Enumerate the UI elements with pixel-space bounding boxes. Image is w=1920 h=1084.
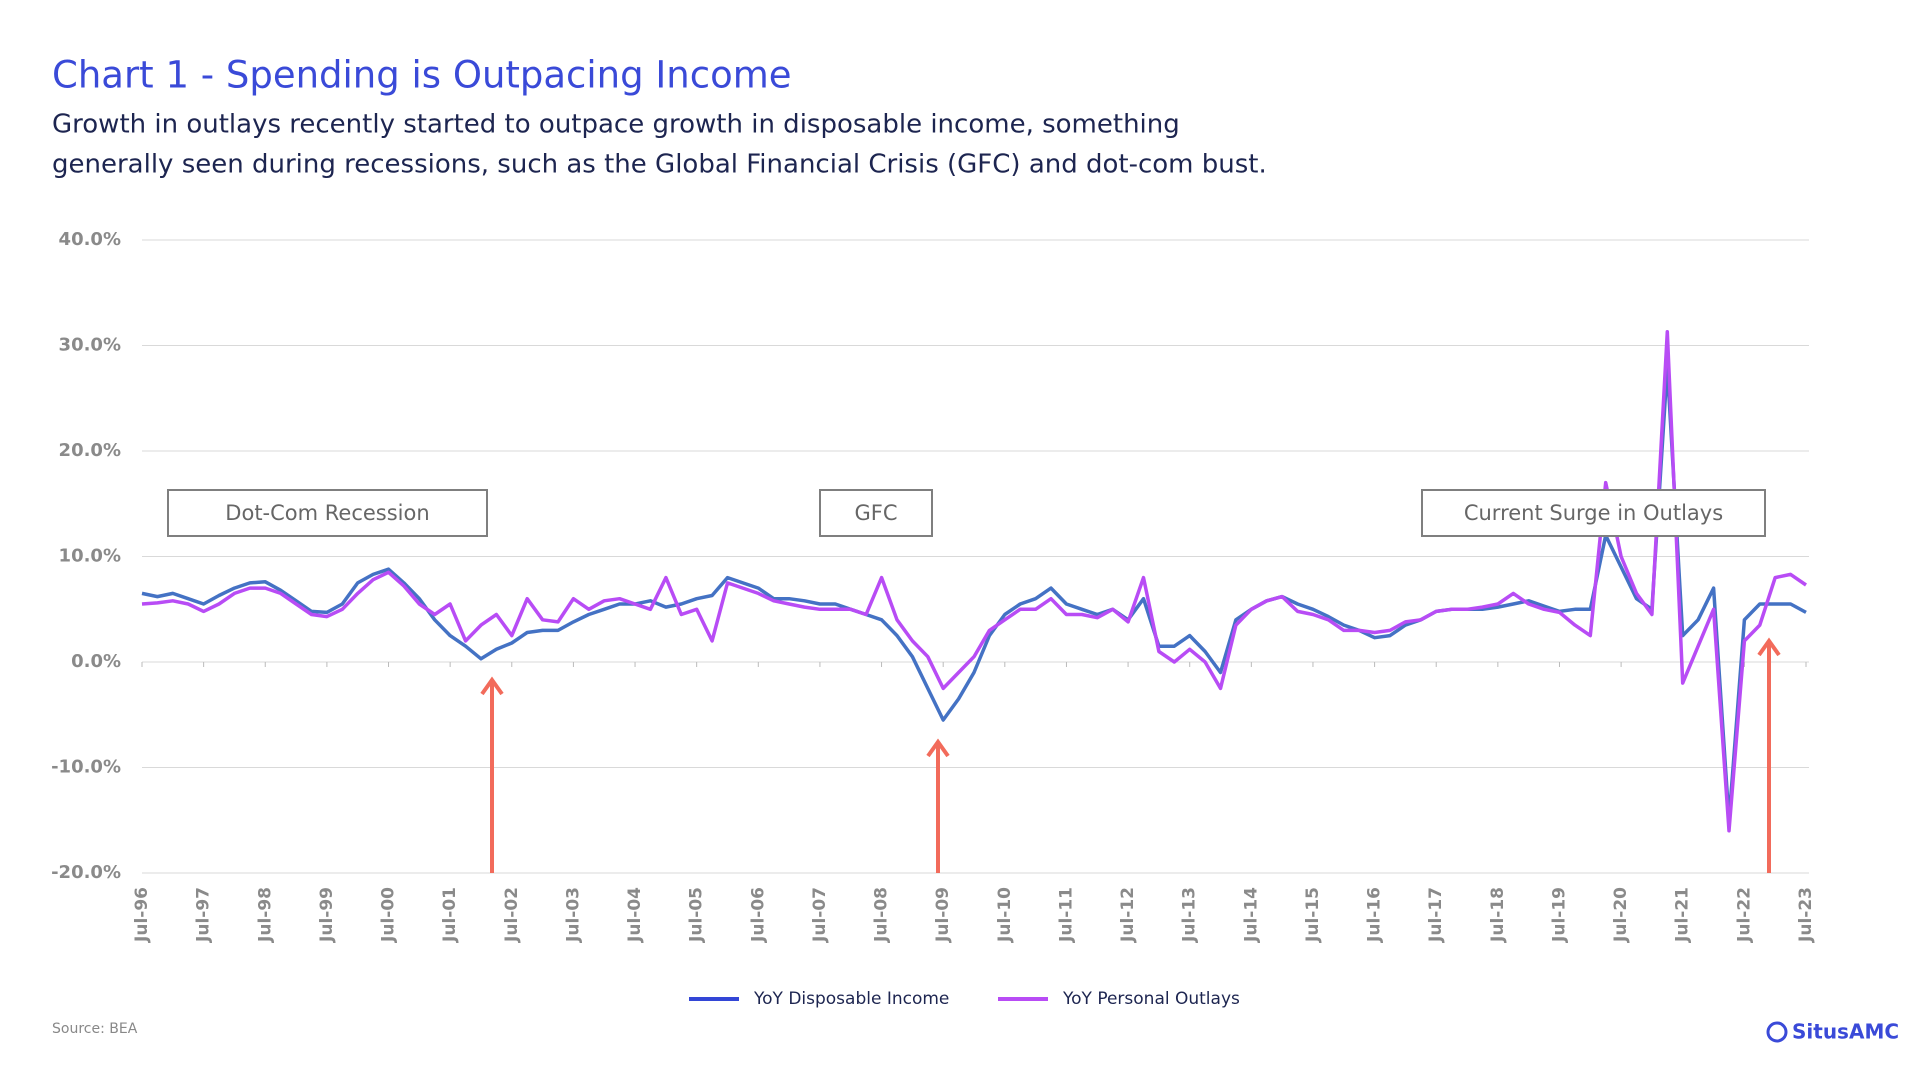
x-tick-label: Jul-96 — [132, 887, 152, 943]
x-tick-label: Jul-01 — [440, 887, 460, 943]
y-tick-label: 10.0% — [59, 546, 121, 567]
y-tick-label: 20.0% — [59, 440, 121, 461]
x-tick-label: Jul-21 — [1673, 887, 1693, 943]
chart-subtitle: Growth in outlays recently started to ou… — [52, 110, 1180, 140]
x-tick-label: Jul-20 — [1611, 887, 1631, 943]
y-tick-label: 30.0% — [59, 335, 121, 356]
x-tick-label: Jul-05 — [687, 887, 707, 943]
plot-area: -20.0% -10.0% 0.0% 10.0% 20.0% 30.0% 40.0% Jul-… — [51, 229, 1816, 1009]
x-tick-label: Jul-13 — [1180, 887, 1200, 943]
x-tick-label: Jul-11 — [1056, 887, 1076, 943]
data-line — [141, 330, 1807, 833]
x-tick-label: Jul-04 — [625, 887, 645, 943]
x-tick-label: Jul-98 — [255, 887, 275, 943]
arrow-head — [926, 738, 950, 758]
chart-subtitle: generally seen during recessions, such a… — [52, 150, 1267, 180]
annotation-box — [1421, 489, 1766, 537]
x-tick-label: Jul-16 — [1365, 887, 1385, 943]
x-tick-label: Jul-08 — [872, 887, 892, 943]
x-tick-label: Jul-97 — [194, 887, 214, 943]
y-tick-label: -20.0% — [51, 862, 121, 883]
x-tick-label: Jul-00 — [379, 887, 399, 943]
data-line — [141, 364, 1807, 823]
annotation-box — [819, 489, 933, 537]
y-tick-label: 0.0% — [71, 651, 121, 672]
arrows — [480, 637, 1781, 873]
x-tick-label: Jul-09 — [933, 887, 953, 943]
x-tick-label: Jul-06 — [748, 887, 768, 943]
x-tick-label: Jul-12 — [1118, 887, 1138, 943]
legend-label: YoY Disposable Income — [753, 989, 949, 1009]
x-tick-label: Jul-17 — [1426, 887, 1446, 943]
x-tick-label: Jul-10 — [995, 887, 1015, 943]
legend-label: YoY Personal Outlays — [1062, 989, 1240, 1009]
brand-logo: SitusAMC — [1766, 1020, 1899, 1044]
x-tick-label: Jul-02 — [502, 887, 522, 943]
chart-title: Chart 1 - Spending is Outpacing Income — [52, 54, 792, 97]
x-tick-label: Jul-19 — [1549, 887, 1569, 943]
x-tick-label: Jul-15 — [1303, 887, 1323, 943]
x-tick-label: Jul-18 — [1488, 887, 1508, 943]
x-tick-label: Jul-07 — [810, 887, 830, 943]
logo-text: SitusAMC — [1792, 1020, 1899, 1044]
source-note: Source: BEA — [52, 1021, 138, 1037]
arrow-head — [1757, 637, 1781, 657]
arrow-head — [480, 676, 504, 696]
y-tick-label: 40.0% — [59, 229, 121, 250]
annotation-label: Current Surge in Outlays — [1464, 501, 1723, 525]
annotation-box — [167, 489, 488, 537]
x-tick-label: Jul-03 — [563, 887, 583, 943]
x-tick-label: Jul-99 — [317, 887, 337, 943]
annotation-label: GFC — [854, 501, 897, 525]
x-tick-label: Jul-22 — [1734, 887, 1754, 943]
y-tick-label: -10.0% — [51, 757, 121, 778]
logo-icon — [1766, 1021, 1788, 1043]
x-tick-label: Jul-14 — [1241, 887, 1261, 943]
annotation-label: Dot-Com Recession — [225, 501, 429, 525]
x-tick-label: Jul-23 — [1796, 887, 1816, 943]
